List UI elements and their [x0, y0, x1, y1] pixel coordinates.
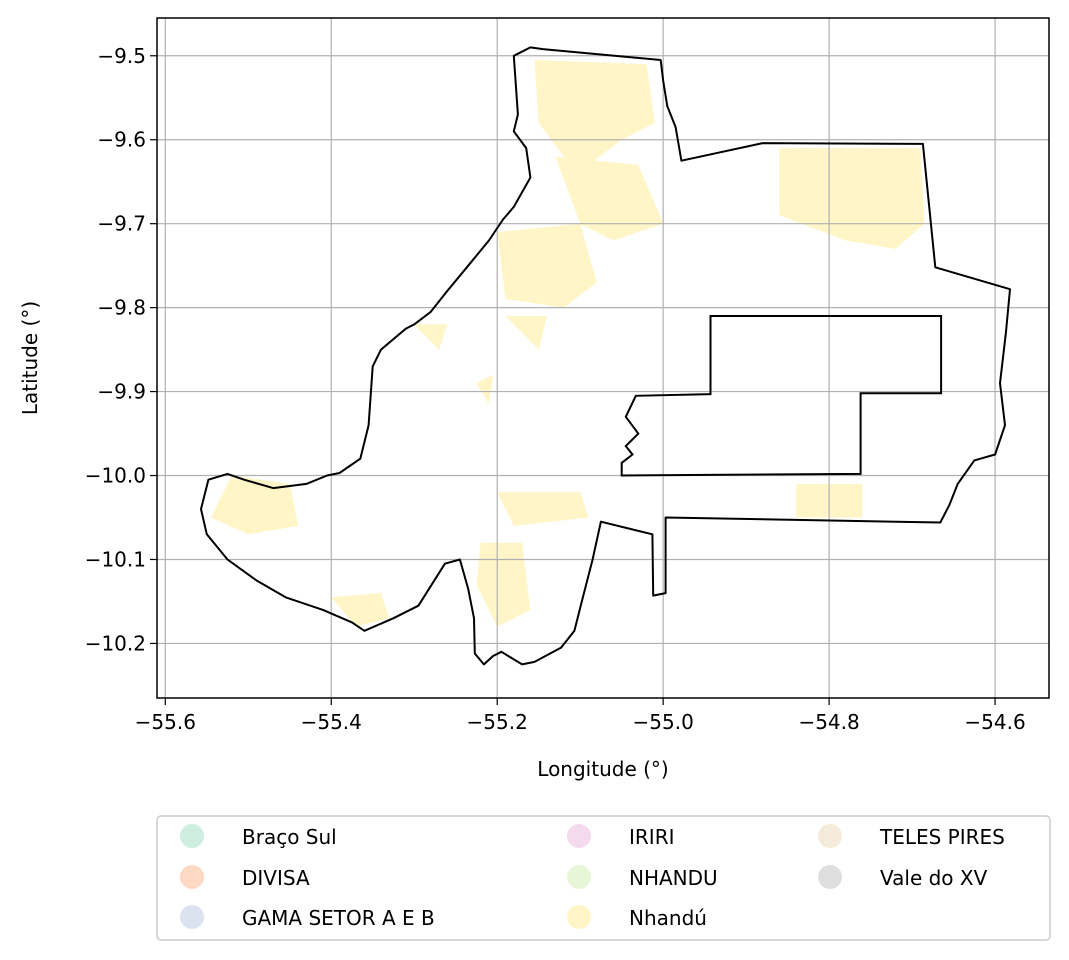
y-tick-label: −10.1	[85, 547, 146, 571]
nhandu-patch	[210, 475, 299, 535]
legend-marker	[180, 905, 204, 929]
legend-label: DIVISA	[242, 866, 310, 890]
x-tick-label: −55.0	[633, 710, 694, 734]
nhandu-patch	[476, 542, 531, 627]
x-tick-label: −55.2	[467, 710, 528, 734]
x-axis-label: Longitude (°)	[537, 757, 668, 781]
x-tick-label: −55.6	[135, 710, 196, 734]
nhandu-patch	[497, 492, 589, 526]
x-tick-label: −54.8	[798, 710, 859, 734]
study-area-boundary	[200, 46, 1011, 666]
legend-label: Vale do XV	[880, 866, 988, 890]
y-axis-label: Latitude (°)	[18, 301, 42, 415]
legend-label: Braço Sul	[242, 825, 337, 849]
legend-marker	[567, 824, 591, 848]
legend-marker	[818, 824, 842, 848]
plot-area	[156, 17, 1050, 699]
nhandu-fill-layer	[210, 60, 925, 627]
grid-lines	[157, 18, 1049, 698]
y-tick-label: −9.5	[97, 44, 146, 68]
legend-label: TELES PIRES	[879, 825, 1005, 849]
y-tick-label: −10.2	[85, 631, 146, 655]
y-tick-label: −9.8	[97, 296, 146, 320]
y-tick-label: −9.6	[97, 128, 146, 152]
legend-label: NHANDU	[629, 866, 718, 890]
y-tick-label: −9.9	[97, 380, 146, 404]
legend-marker	[180, 865, 204, 889]
nhandu-patch	[476, 374, 494, 405]
legend-label: Nhandú	[629, 906, 707, 930]
y-axis-ticks: −9.5 −9.6 −9.7 −9.8 −9.9 −10.0 −10.1 −10.2	[85, 44, 157, 655]
legend: Braço Sul DIVISA GAMA SETOR A E B IRIRI NHAN…	[156, 815, 1051, 941]
y-tick-label: −9.7	[97, 212, 146, 236]
x-axis-ticks: −55.6 −55.4 −55.2 −55.0 −54.8 −54.6	[135, 698, 1026, 734]
y-tick-label: −10.0	[85, 464, 146, 488]
nhandu-patch	[505, 316, 547, 350]
boundary-layer	[200, 46, 1011, 666]
plot-frame	[156, 17, 1050, 699]
nhandu-patch	[555, 156, 664, 241]
x-tick-label: −54.6	[964, 710, 1025, 734]
legend-marker	[567, 905, 591, 929]
nhandu-patch	[414, 324, 448, 350]
nhandu-patch	[779, 148, 925, 249]
legend-marker	[567, 865, 591, 889]
legend-marker	[818, 865, 842, 889]
nhandu-patch	[534, 60, 655, 165]
legend-label: IRIRI	[629, 825, 675, 849]
inner-block-boundary	[620, 315, 943, 477]
legend-marker	[180, 824, 204, 848]
x-tick-label: −55.4	[301, 710, 362, 734]
nhandu-patch	[497, 223, 597, 308]
nhandu-patch	[331, 593, 390, 627]
legend-label: GAMA SETOR A E B	[242, 906, 435, 930]
